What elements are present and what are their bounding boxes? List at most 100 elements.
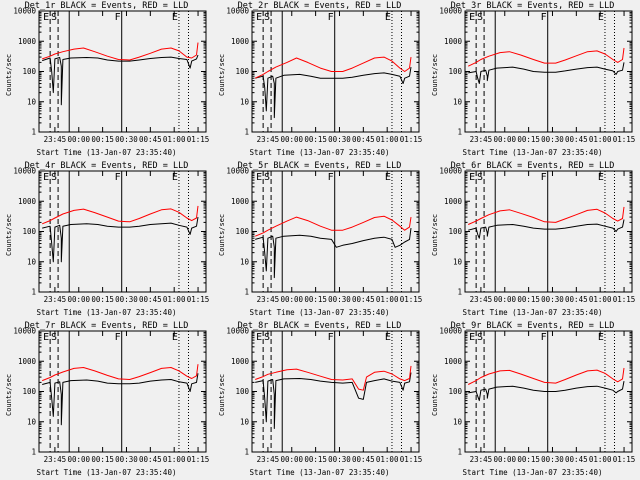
y-axis-title: Counts/sec xyxy=(5,213,13,256)
y-axis-title: Counts/sec xyxy=(431,53,439,96)
x-tick-label: 00:15 xyxy=(517,135,540,144)
x-tick-label: 00:45 xyxy=(352,135,375,144)
x-tick-label: 00:15 xyxy=(517,455,540,464)
lld-series-line xyxy=(467,367,625,385)
x-axis-title: Start Time (13-Jan-07 23:35:40) xyxy=(36,148,177,157)
y-tick-label: 10000 xyxy=(13,327,36,336)
chart-svg: 1 10 100 1000 10000 23:45 00:00 00:15 00:30 00:45… xyxy=(13,7,210,145)
marker-label: E xyxy=(469,172,475,183)
detector-panel: 1 10 100 1000 10000 23:45 00:00 00:15 00:30 00:45… xyxy=(426,320,639,480)
panel-title: Det_9r BLACK = Events, RED = LLD xyxy=(450,321,615,331)
y-tick-label: 1000 xyxy=(444,37,463,46)
plot-frame xyxy=(38,330,207,453)
marker-label: E xyxy=(469,332,475,343)
events-series-line xyxy=(255,372,412,429)
marker-label: F xyxy=(328,332,334,343)
marker-label: E xyxy=(385,12,391,23)
marker-label: F xyxy=(115,172,121,183)
y-tick-label: 1000 xyxy=(18,37,37,46)
x-tick-label: 00:00 xyxy=(493,455,516,464)
plot-frame xyxy=(38,10,207,133)
y-tick-label: 1000 xyxy=(18,197,37,206)
y-axis-title: Counts/sec xyxy=(431,213,439,256)
x-tick-label: 23:45 xyxy=(470,455,493,464)
events-series-line xyxy=(42,373,199,426)
plot-frame xyxy=(251,330,420,453)
x-tick-label: 23:45 xyxy=(257,455,280,464)
marker-label: S xyxy=(51,12,57,23)
x-tick-label: 00:30 xyxy=(541,135,564,144)
y-tick-label: 10 xyxy=(240,257,250,266)
x-tick-label: 00:45 xyxy=(565,295,588,304)
x-tick-label: 01:00 xyxy=(376,135,399,144)
y-tick-label: 10 xyxy=(240,417,250,426)
x-tick-label: 00:00 xyxy=(67,295,90,304)
panel-title: Det_1r BLACK = Events, RED = LLD xyxy=(24,1,189,11)
y-axis-title: Counts/sec xyxy=(431,373,439,416)
x-tick-label: 00:15 xyxy=(91,455,114,464)
marker-label: E xyxy=(43,172,49,183)
lld-series-line xyxy=(467,47,625,67)
y-tick-label: 10000 xyxy=(13,7,36,16)
y-tick-label: 1 xyxy=(457,128,462,137)
y-tick-label: 1 xyxy=(244,128,249,137)
chart-svg: 1 10 100 1000 10000 23:45 00:00 00:15 00:30 00:45… xyxy=(13,167,210,305)
marker-label: F xyxy=(328,12,334,23)
x-tick-label: 01:15 xyxy=(187,135,210,144)
x-tick-label: 23:45 xyxy=(470,295,493,304)
y-tick-label: 10000 xyxy=(226,7,249,16)
plot-frame xyxy=(38,170,207,293)
marker-label: E xyxy=(385,172,391,183)
x-tick-label: 00:15 xyxy=(91,295,114,304)
x-tick-label: 00:15 xyxy=(304,455,327,464)
x-tick-label: 01:00 xyxy=(163,455,186,464)
chart-svg: 1 10 100 1000 10000 23:45 00:00 00:15 00:30 00:45… xyxy=(439,167,635,305)
x-tick-label: 23:45 xyxy=(44,135,67,144)
y-tick-label: 1 xyxy=(244,448,249,457)
marker-label: F xyxy=(115,12,121,23)
marker-label: F xyxy=(541,172,547,183)
y-tick-label: 1000 xyxy=(444,197,463,206)
x-tick-label: 00:00 xyxy=(67,135,90,144)
y-tick-label: 10000 xyxy=(13,167,36,176)
chart-svg: 1 10 100 1000 10000 23:45 00:00 00:15 00:30 00:45… xyxy=(439,7,635,145)
y-tick-label: 10000 xyxy=(439,167,462,176)
y-tick-label: 100 xyxy=(235,227,249,236)
y-tick-label: 10 xyxy=(27,257,37,266)
y-tick-label: 1 xyxy=(31,128,36,137)
marker-label: E xyxy=(43,332,49,343)
events-series-line xyxy=(468,62,625,84)
y-tick-label: 1000 xyxy=(444,357,463,366)
y-tick-label: 10 xyxy=(240,97,250,106)
marker-label: S xyxy=(51,172,57,183)
x-tick-label: 00:00 xyxy=(67,455,90,464)
x-tick-label: 01:15 xyxy=(400,455,423,464)
lld-series-line xyxy=(42,42,199,61)
x-axis-title: Start Time (13-Jan-07 23:35:40) xyxy=(36,468,177,477)
events-series-line xyxy=(255,228,412,279)
y-tick-label: 100 xyxy=(22,387,36,396)
x-tick-label: 00:45 xyxy=(565,455,588,464)
y-tick-label: 10 xyxy=(453,417,463,426)
y-axis-title: Counts/sec xyxy=(218,213,226,256)
y-axis-title: Counts/sec xyxy=(5,373,13,416)
marker-label: F xyxy=(541,12,547,23)
lld-series-line xyxy=(468,206,625,225)
x-tick-label: 00:15 xyxy=(304,135,327,144)
y-tick-label: 10000 xyxy=(439,327,462,336)
chart-svg: 1 10 100 1000 10000 23:45 00:00 00:15 00:30 00:45… xyxy=(439,327,635,465)
y-tick-label: 100 xyxy=(448,387,462,396)
y-tick-label: 1 xyxy=(457,288,462,297)
x-tick-label: 01:15 xyxy=(187,295,210,304)
detector-panel: 1 10 100 1000 10000 23:45 00:00 00:15 00:30 00:45… xyxy=(0,320,213,480)
x-tick-label: 00:30 xyxy=(541,295,564,304)
x-tick-label: 00:30 xyxy=(541,455,564,464)
x-tick-label: 00:30 xyxy=(328,135,351,144)
marker-label: S xyxy=(264,172,270,183)
x-tick-label: 00:00 xyxy=(280,295,303,304)
detector-panel: 1 10 100 1000 10000 23:45 00:00 00:15 00:30 00:45… xyxy=(213,320,426,480)
x-axis-title: Start Time (13-Jan-07 23:35:40) xyxy=(462,468,603,477)
x-tick-label: 01:00 xyxy=(589,295,612,304)
panel-title: Det_8r BLACK = Events, RED = LLD xyxy=(237,321,402,331)
x-tick-label: 01:15 xyxy=(187,455,210,464)
